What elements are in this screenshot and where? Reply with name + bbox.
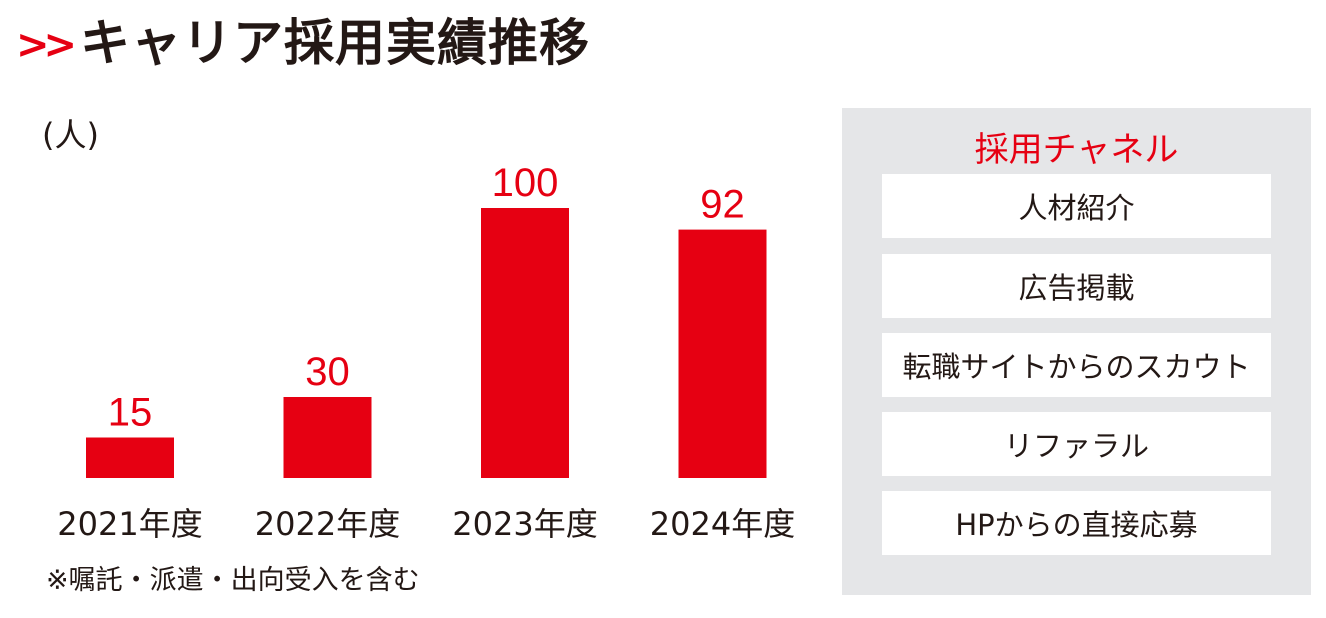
x-tick-label: 2021年度 — [57, 505, 202, 543]
bar — [481, 208, 569, 478]
x-tick-label: 2024年度 — [650, 505, 795, 543]
channel-item: リファラル — [882, 412, 1271, 476]
x-tick-label: 2022年度 — [255, 505, 400, 543]
channel-item: 人材紹介 — [882, 174, 1271, 238]
channel-item: 広告掲載 — [882, 254, 1271, 318]
bar-value-label: 15 — [108, 391, 153, 435]
bar — [283, 397, 372, 478]
channel-item: 転職サイトからのスカウト — [882, 333, 1271, 397]
footnote: ※嘱託・派遣・出向受入を含む — [46, 565, 420, 596]
bar-chart: 15 2021年度 30 2022年度 100 2023年度 92 2024年度 — [57, 161, 795, 543]
y-axis-unit-label: (人) — [42, 116, 99, 154]
bar — [86, 437, 174, 478]
channel-item: HPからの直接応募 — [882, 491, 1271, 555]
bar-value-label: 92 — [700, 183, 745, 227]
recruitment-channels-panel: 採用チャネル 人材紹介 広告掲載 転職サイトからのスカウト リファラル HPから… — [842, 108, 1311, 595]
bar-value-label: 30 — [305, 350, 350, 394]
double-chevron-right-icon: >> — [16, 22, 77, 68]
bar-value-label: 100 — [492, 161, 559, 205]
page-title: キャリア採用実績推移 — [80, 14, 590, 72]
panel-title: 採用チャネル — [974, 130, 1179, 170]
x-tick-label: 2023年度 — [452, 505, 597, 543]
bar — [678, 229, 767, 478]
